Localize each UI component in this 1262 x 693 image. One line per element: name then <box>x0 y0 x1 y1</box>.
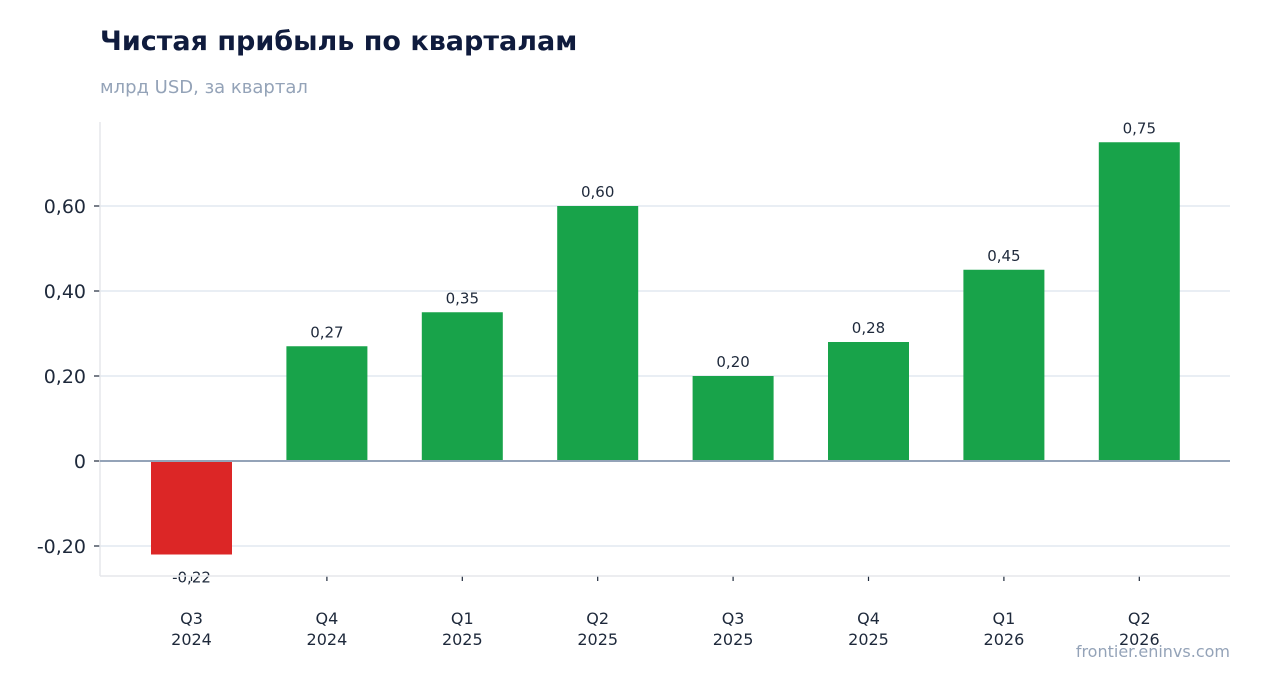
bars <box>151 142 1180 555</box>
bar <box>963 269 1045 461</box>
bar <box>828 342 909 461</box>
data-label: 0,60 <box>581 183 614 201</box>
data-label: 0,28 <box>852 319 885 337</box>
chart-subtitle: млрд USD, за квартал <box>100 77 308 98</box>
x-tick-label-quarter: Q1 <box>451 609 474 628</box>
bar <box>1098 142 1180 461</box>
x-tick-label-year: 2026 <box>984 630 1025 649</box>
x-tick-label-quarter: Q3 <box>180 609 203 628</box>
x-tick-label-year: 2024 <box>171 630 212 649</box>
bar <box>286 346 368 461</box>
x-tick-label-year: 2024 <box>307 630 348 649</box>
y-tick-label: 0,60 <box>44 196 86 218</box>
x-tick-label-year: 2026 <box>1119 630 1160 649</box>
bar <box>421 312 503 461</box>
y-tick-label: 0,40 <box>44 281 86 303</box>
data-label: 0,45 <box>987 247 1020 265</box>
x-tick-label-quarter: Q1 <box>993 609 1016 628</box>
data-label: 0,27 <box>310 323 343 341</box>
x-tick-label-quarter: Q3 <box>722 609 745 628</box>
x-axis-ticks: Q3 2024 Q4 2024 Q1 2025 Q2 2025 Q3 2025 Q4 2025 Q1 20… <box>171 576 1160 649</box>
x-tick-label-quarter: Q2 <box>1128 609 1151 628</box>
x-tick-label-quarter: Q2 <box>586 609 609 628</box>
source-credit: frontier.eninvs.com <box>1075 642 1230 661</box>
bar <box>692 376 774 461</box>
chart-title: Чистая прибыль по кварталам <box>100 26 578 57</box>
data-label: 0,75 <box>1123 119 1156 137</box>
x-tick-label-quarter: Q4 <box>316 609 339 628</box>
axes <box>99 122 1230 577</box>
x-tick-label-year: 2025 <box>848 630 889 649</box>
data-label: 0,20 <box>716 353 749 371</box>
y-axis-ticks: -0,20 0 0,20 0,40 0,60 <box>37 196 100 558</box>
grid-lines <box>100 205 1230 547</box>
data-label: 0,35 <box>446 289 479 307</box>
y-tick-label: 0 <box>74 451 86 473</box>
bar <box>151 461 232 555</box>
y-tick-label: -0,20 <box>37 536 86 558</box>
bar <box>557 206 639 461</box>
data-labels: -0,220,270,350,600,200,280,450,75 <box>172 119 1156 586</box>
x-tick-label-year: 2025 <box>713 630 754 649</box>
y-tick-label: 0,20 <box>44 366 86 388</box>
x-tick-label-year: 2025 <box>577 630 618 649</box>
x-tick-label-quarter: Q4 <box>857 609 880 628</box>
x-tick-label-year: 2025 <box>442 630 483 649</box>
